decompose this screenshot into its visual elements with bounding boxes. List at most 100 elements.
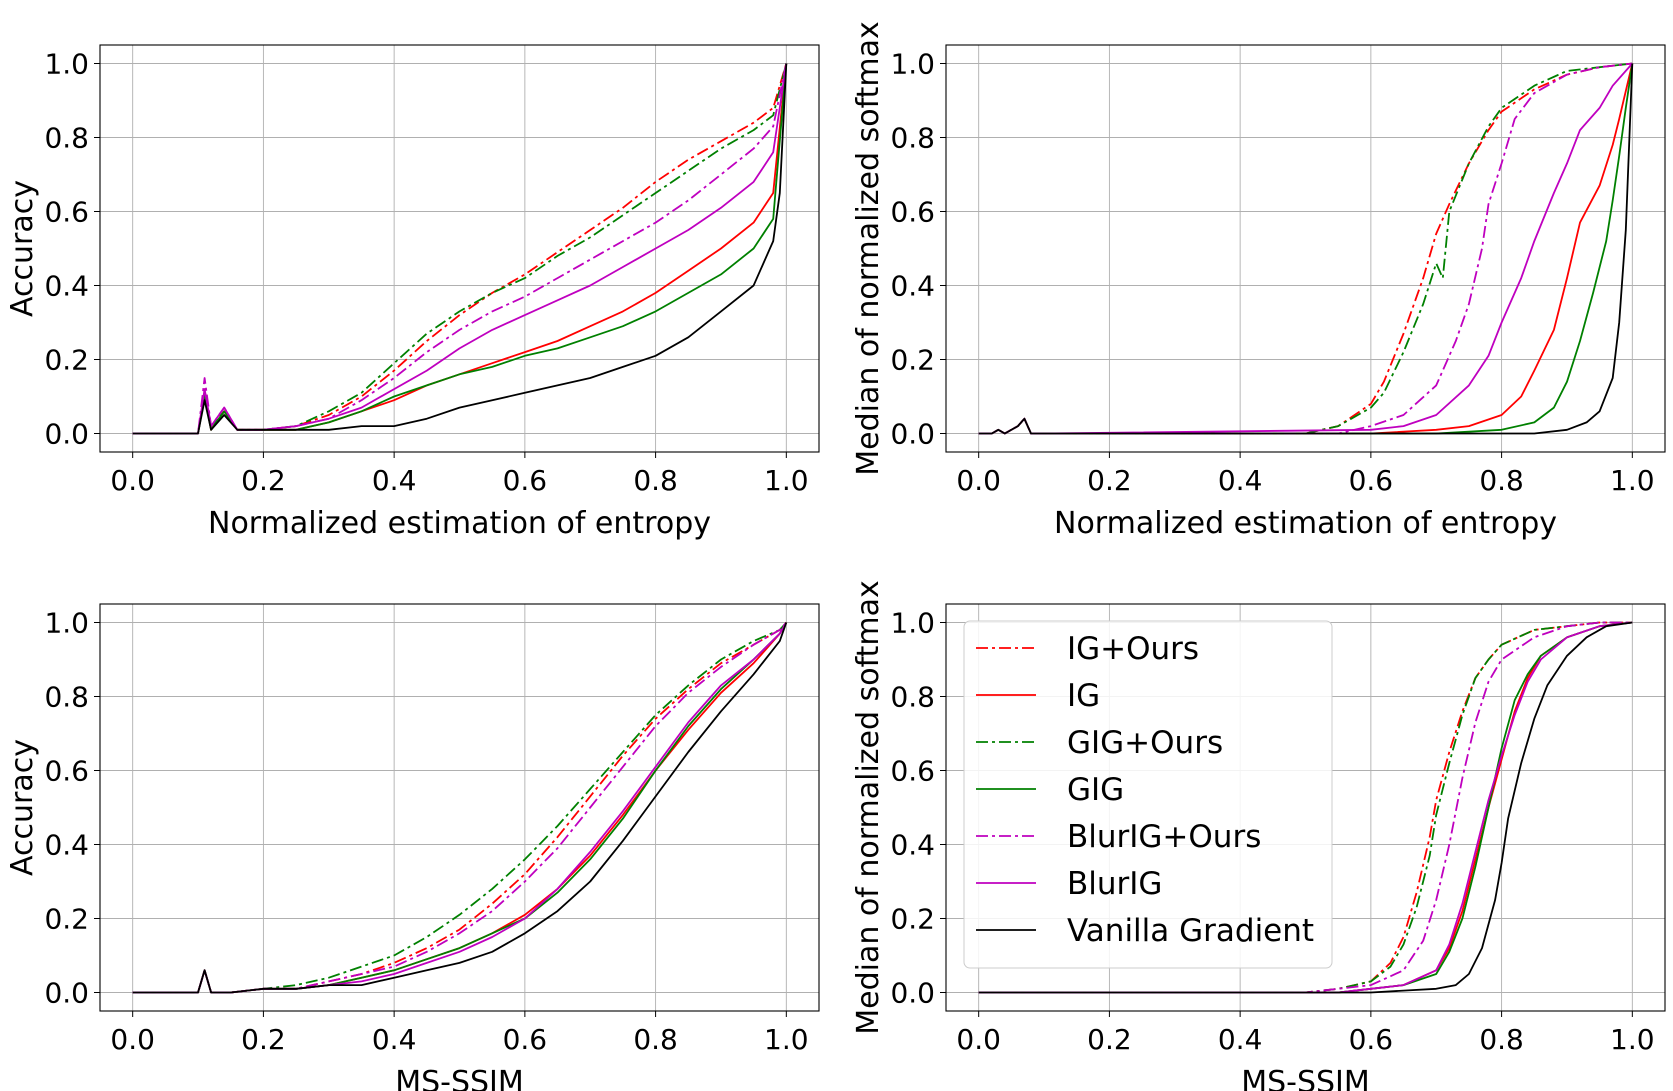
- plot-frame: [99, 44, 820, 453]
- x-tick-label: 0.6: [1349, 1023, 1394, 1056]
- y-tick-label: 0.8: [890, 122, 935, 155]
- plot-frame: [945, 603, 1666, 1012]
- x-tick-label: 0.4: [372, 464, 417, 497]
- plot-frame: [99, 603, 820, 1012]
- legend-box: [963, 620, 1333, 969]
- series-line-blurig: [978, 621, 1633, 994]
- x-tick-label: 0.6: [503, 464, 548, 497]
- x-axis-label: MS-SSIM: [395, 1065, 524, 1091]
- series-line-blurig-ours: [132, 63, 788, 435]
- series-line-vanilla-gradient: [978, 621, 1633, 994]
- y-tick-label: 0.4: [890, 270, 935, 303]
- series-line-vanilla-gradient: [132, 63, 788, 435]
- series-group: [978, 62, 1634, 435]
- x-tick-label: 0.4: [1218, 1023, 1263, 1056]
- chart-panel-1: 0.0 0.2 0.4 0.6 0.8 1.0 0.0 0.2 0.4 0.6 0.8 1.0 Norm…: [5, 44, 820, 541]
- series-group: [978, 621, 1633, 994]
- y-tick-label: 0.2: [44, 344, 89, 377]
- x-tick-label: 0.8: [633, 464, 678, 497]
- y-tick-label: 0.0: [890, 977, 935, 1010]
- series-line-ig-ours: [978, 62, 1633, 435]
- x-tick-label: 1.0: [764, 464, 809, 497]
- series-line-gig-ours: [132, 621, 787, 994]
- series-line-gig: [132, 622, 788, 994]
- y-tick-label: 0.8: [44, 681, 89, 714]
- y-tick-label: 1.0: [890, 48, 935, 81]
- y-axis-label: Median of normalized softmax: [851, 580, 886, 1034]
- y-tick-label: 0.2: [44, 903, 89, 936]
- y-tick-label: 0.0: [44, 418, 89, 451]
- series-line-ig-ours: [132, 63, 788, 435]
- y-axis-label: Accuracy: [5, 739, 40, 876]
- series-group: [132, 621, 788, 994]
- chart-panel-4: 0.0 0.2 0.4 0.6 0.8 1.0 0.0 0.2 0.4 0.6 0.8 1.0 MS-S…: [851, 580, 1666, 1091]
- x-tick-label: 0.8: [1479, 464, 1524, 497]
- series-group: [132, 63, 788, 435]
- y-tick-label: 1.0: [44, 48, 89, 81]
- y-tick-label: 0.0: [44, 977, 89, 1010]
- series-line-blurig: [132, 63, 788, 435]
- series-line-blurig-ours: [978, 621, 1633, 994]
- series-line-blurig: [132, 622, 788, 994]
- series-line-vanilla-gradient: [132, 622, 788, 994]
- series-line-blurig-ours: [978, 62, 1633, 435]
- x-tick-label: 0.4: [1218, 464, 1263, 497]
- x-tick-label: 0.6: [503, 1023, 548, 1056]
- legend-label: GIG+Ours: [1067, 725, 1223, 761]
- y-tick-label: 0.6: [890, 755, 935, 788]
- legend-label: Vanilla Gradient: [1067, 913, 1314, 949]
- series-line-gig-ours: [978, 62, 1633, 435]
- x-tick-label: 0.6: [1349, 464, 1394, 497]
- x-tick-label: 0.8: [633, 1023, 678, 1056]
- y-tick-label: 0.4: [890, 829, 935, 862]
- legend-label: BlurIG+Ours: [1067, 819, 1261, 855]
- series-line-gig: [978, 63, 1634, 435]
- legend-label: IG+Ours: [1067, 631, 1199, 667]
- series-line-gig-ours: [132, 63, 788, 435]
- y-tick-label: 0.2: [890, 903, 935, 936]
- y-tick-label: 0.6: [44, 196, 89, 229]
- x-tick-label: 0.8: [1479, 1023, 1524, 1056]
- y-tick-label: 1.0: [44, 607, 89, 640]
- x-axis-label: MS-SSIM: [1241, 1065, 1370, 1091]
- legend-label: IG: [1067, 678, 1100, 714]
- y-tick-label: 0.0: [890, 418, 935, 451]
- series-line-ig-ours: [978, 621, 1633, 994]
- series-line-ig: [132, 622, 788, 994]
- chart-panel-2: 0.0 0.2 0.4 0.6 0.8 1.0 0.0 0.2 0.4 0.6 0.8 1.0 Norm…: [851, 21, 1666, 541]
- x-tick-label: 0.2: [241, 1023, 286, 1056]
- series-line-gig-ours: [978, 621, 1633, 994]
- y-axis-label: Accuracy: [5, 180, 40, 317]
- series-line-blurig-ours: [132, 621, 787, 994]
- x-tick-label: 0.2: [241, 464, 286, 497]
- legend-label: BlurIG: [1067, 866, 1162, 902]
- y-tick-label: 0.4: [44, 270, 89, 303]
- legend-label: GIG: [1067, 772, 1124, 808]
- y-tick-label: 0.8: [44, 122, 89, 155]
- x-tick-label: 0.0: [110, 464, 155, 497]
- series-line-gig: [132, 63, 788, 435]
- x-tick-label: 1.0: [764, 1023, 809, 1056]
- x-tick-label: 1.0: [1610, 1023, 1655, 1056]
- x-tick-label: 0.2: [1087, 464, 1132, 497]
- series-line-vanilla-gradient: [978, 63, 1634, 435]
- x-tick-label: 1.0: [1610, 464, 1655, 497]
- y-tick-label: 0.8: [890, 681, 935, 714]
- plot-frame: [945, 44, 1666, 453]
- y-tick-label: 0.6: [44, 755, 89, 788]
- x-tick-label: 0.0: [956, 1023, 1001, 1056]
- chart-panel-3: 0.0 0.2 0.4 0.6 0.8 1.0 0.0 0.2 0.4 0.6 0.8 1.0 MS-S…: [5, 603, 820, 1091]
- x-tick-label: 0.0: [956, 464, 1001, 497]
- y-tick-label: 0.6: [890, 196, 935, 229]
- y-axis-label: Median of normalized softmax: [851, 21, 886, 475]
- x-tick-label: 0.4: [372, 1023, 417, 1056]
- x-axis-label: Normalized estimation of entropy: [208, 506, 711, 541]
- series-line-ig: [978, 63, 1634, 435]
- series-line-ig: [132, 63, 788, 435]
- y-tick-label: 1.0: [890, 607, 935, 640]
- x-tick-label: 0.0: [110, 1023, 155, 1056]
- x-tick-label: 0.2: [1087, 1023, 1132, 1056]
- series-line-ig-ours: [132, 621, 787, 994]
- y-tick-label: 0.2: [890, 344, 935, 377]
